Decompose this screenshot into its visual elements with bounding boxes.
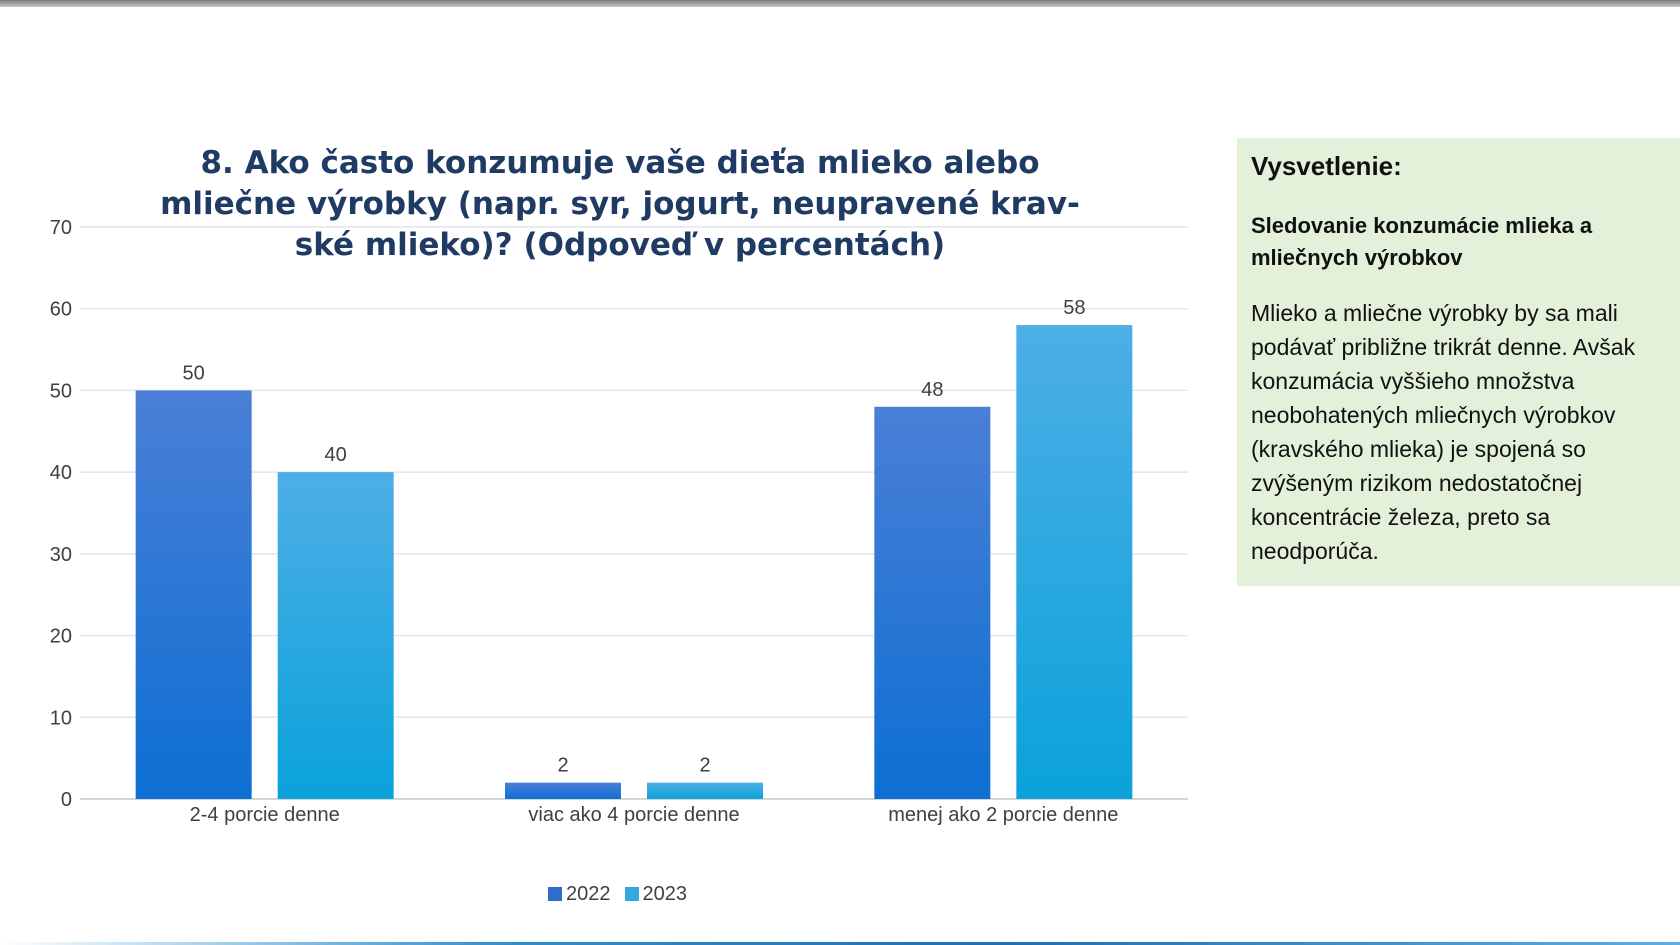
y-tick-label: 60 [50,299,72,321]
x-tick-label: 2-4 porcie denne [190,804,340,826]
legend: 2022 2023 [548,882,687,906]
legend-item-2023: 2023 [624,882,688,906]
chart-title: 8. Ako často konzumuje vaše dieťa mlieko… [160,145,1080,263]
explanation-subheading: Sledovanie konzumácie mlieka a mliečnych… [1251,213,1593,270]
data-label: 40 [325,444,347,466]
bar [135,390,252,799]
y-tick-label: 20 [50,626,72,648]
x-tick-label: menej ako 2 porcie denne [888,804,1118,826]
y-tick-label: 10 [50,707,72,729]
x-tick-label: viac ako 4 porcie denne [528,804,739,826]
legend-label-2022: 2022 [566,882,611,905]
explanation-panel: Vysvetlenie: Sledovanie konzumácie mliek… [1237,138,1680,586]
y-tick-label: 70 [50,217,72,239]
y-tick-label: 0 [61,789,72,811]
bar [1016,325,1133,799]
legend-label-2023: 2023 [642,882,688,905]
data-label: 48 [921,379,943,401]
explanation-heading: Vysvetlenie: [1251,151,1402,181]
data-label: 2 [557,755,568,777]
data-label: 58 [1063,297,1085,319]
y-tick-label: 50 [50,380,72,402]
bar [647,782,763,799]
legend-item-2022: 2022 [548,883,611,906]
data-label: 2 [699,755,710,777]
explanation-body: Mlieko a mliečne výrobky by sa mali podá… [1251,300,1636,564]
bar [505,782,621,799]
top-border [0,0,1680,7]
legend-swatch-2023 [624,887,639,901]
bottom-border [0,942,1680,945]
data-label: 50 [183,362,205,384]
bar-chart: 0 10 20 30 40 50 60 70 50 40 2-4 porcie denne 2 2 via… [50,217,1188,826]
y-tick-label: 30 [50,544,72,566]
legend-swatch-2022 [548,887,562,901]
bar [277,472,394,799]
y-tick-label: 40 [50,462,72,484]
bar [874,406,991,799]
